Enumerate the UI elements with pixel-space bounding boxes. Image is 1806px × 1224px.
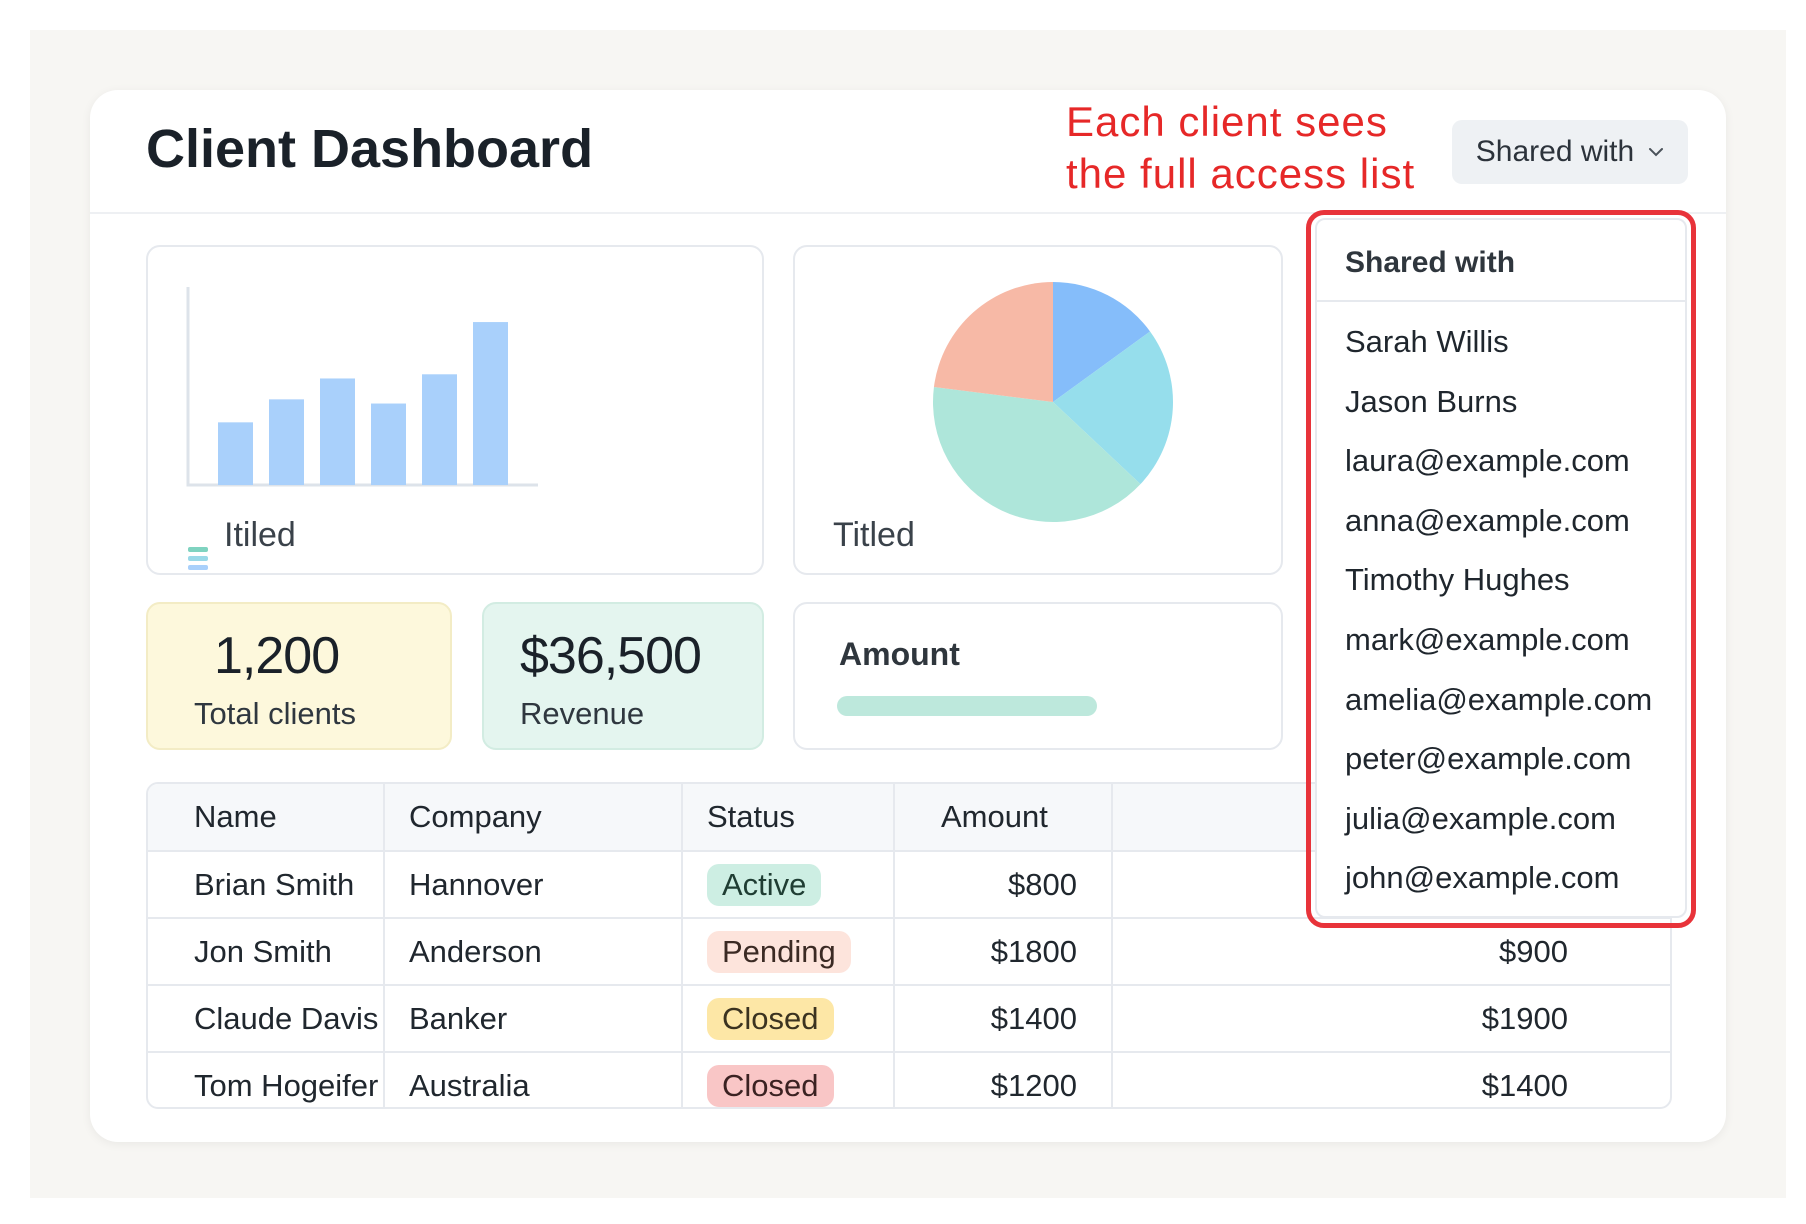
revenue-value: $36,500 [520, 627, 702, 685]
chart-bar-1 [218, 422, 253, 485]
table-row[interactable]: Tom Hogeifer Australia Closed $1200 $140… [148, 1052, 1670, 1107]
chart-bar-4 [371, 403, 406, 485]
pie-slice-3 [933, 386, 1141, 522]
bar-chart-label: Itiled [224, 516, 296, 554]
shared-user-item[interactable]: john@example.com [1345, 860, 1620, 896]
dropdown-header: Shared with [1345, 246, 1516, 279]
cell-amount: $1800 [894, 918, 1113, 986]
amount-progress-bar [837, 696, 1097, 716]
column-header-name[interactable]: Name [148, 784, 385, 852]
shared-user-item[interactable]: Timothy Hughes [1345, 562, 1570, 598]
column-header-status[interactable]: Status [682, 784, 895, 852]
cell-status: Closed [682, 985, 895, 1053]
shared-user-item[interactable]: Sarah Willis [1345, 324, 1509, 359]
pie-slice-4 [933, 282, 1053, 402]
shared-user-item[interactable]: peter@example.com [1345, 741, 1632, 777]
column-header-company[interactable]: Company [384, 784, 683, 852]
annotation-line-2: the full access list [1066, 150, 1416, 197]
cell-company: Australia [384, 1052, 683, 1107]
status-badge: Closed [707, 1064, 834, 1107]
chart-axis [186, 287, 538, 487]
bar-chart-panel: Itiled [146, 245, 764, 575]
total-clients-label: Total clients [194, 696, 356, 731]
shared-with-dropdown: Shared with Sarah Willis Jason Burns lau… [1315, 218, 1687, 918]
cell-amount-2: $1900 [1112, 985, 1670, 1053]
chart-bar-6 [473, 322, 508, 485]
total-clients-value: 1,200 [214, 627, 340, 685]
status-badge: Pending [707, 930, 851, 973]
dropdown-divider [1317, 300, 1685, 302]
status-badge: Active [707, 863, 822, 906]
pie-chart-label: Titled [833, 516, 915, 554]
cell-company: Anderson [384, 918, 683, 986]
pie-chart [933, 282, 1173, 522]
shared-user-item[interactable]: laura@example.com [1345, 443, 1630, 479]
annotation-highlight-box [1306, 210, 1696, 928]
cell-amount: $800 [894, 851, 1113, 919]
pie-chart-panel: Titled [793, 245, 1283, 575]
cell-amount: $1400 [894, 985, 1113, 1053]
cell-name: Jon Smith [148, 918, 385, 986]
chevron-down-icon [1648, 147, 1664, 157]
shared-with-button[interactable]: Shared with [1452, 120, 1688, 184]
annotation-line-1: Each client sees [1066, 98, 1388, 145]
total-clients-card: 1,200 Total clients [146, 602, 452, 750]
cell-name: Claude Davis [148, 985, 385, 1053]
annotation-text: Each client sees the full access list [1066, 96, 1415, 200]
cell-amount-2: $900 [1112, 918, 1670, 986]
revenue-label: Revenue [520, 696, 645, 731]
table-row[interactable]: Jon Smith Anderson Pending $1800 $900 [148, 918, 1670, 986]
cell-name: Tom Hogeifer [148, 1052, 385, 1107]
cell-amount-2: $1400 [1481, 1067, 1568, 1103]
cell-status: Closed [682, 1052, 895, 1107]
cell-amount: $1200 [894, 1052, 1113, 1107]
pie-slice-1 [1053, 282, 1151, 402]
chart-bar-2 [269, 399, 304, 485]
shared-user-item[interactable]: mark@example.com [1345, 621, 1630, 657]
table-row[interactable]: Claude Davis Banker Closed $1400 $1900 [148, 985, 1670, 1053]
cell-status: Pending [682, 918, 895, 986]
cell-company: Banker [384, 985, 683, 1053]
shared-user-item[interactable]: julia@example.com [1345, 800, 1616, 836]
chart-bar-5 [422, 374, 457, 485]
status-badge: Closed [707, 997, 834, 1040]
column-header-amount[interactable]: Amount [894, 784, 1113, 852]
cell-name: Brian Smith [148, 851, 385, 919]
chart-bar-3 [320, 378, 355, 485]
shared-user-item[interactable]: amelia@example.com [1345, 681, 1653, 717]
amount-title: Amount [839, 636, 960, 672]
shared-with-list: Sarah Willis Jason Burns laura@example.c… [1345, 312, 1652, 908]
page-title: Client Dashboard [146, 119, 594, 179]
shared-user-item[interactable]: Jason Burns [1345, 383, 1518, 419]
cell-status: Active [682, 851, 895, 919]
amount-card: Amount [793, 602, 1283, 750]
header-divider [90, 212, 1726, 214]
shared-with-button-label: Shared with [1475, 135, 1635, 168]
pie-slice-2 [1053, 331, 1173, 485]
cell-company: Hannover [384, 851, 683, 919]
shared-user-item[interactable]: anna@example.com [1345, 502, 1630, 538]
revenue-card: $36,500 Revenue [482, 602, 764, 750]
bar-chart [186, 287, 538, 487]
